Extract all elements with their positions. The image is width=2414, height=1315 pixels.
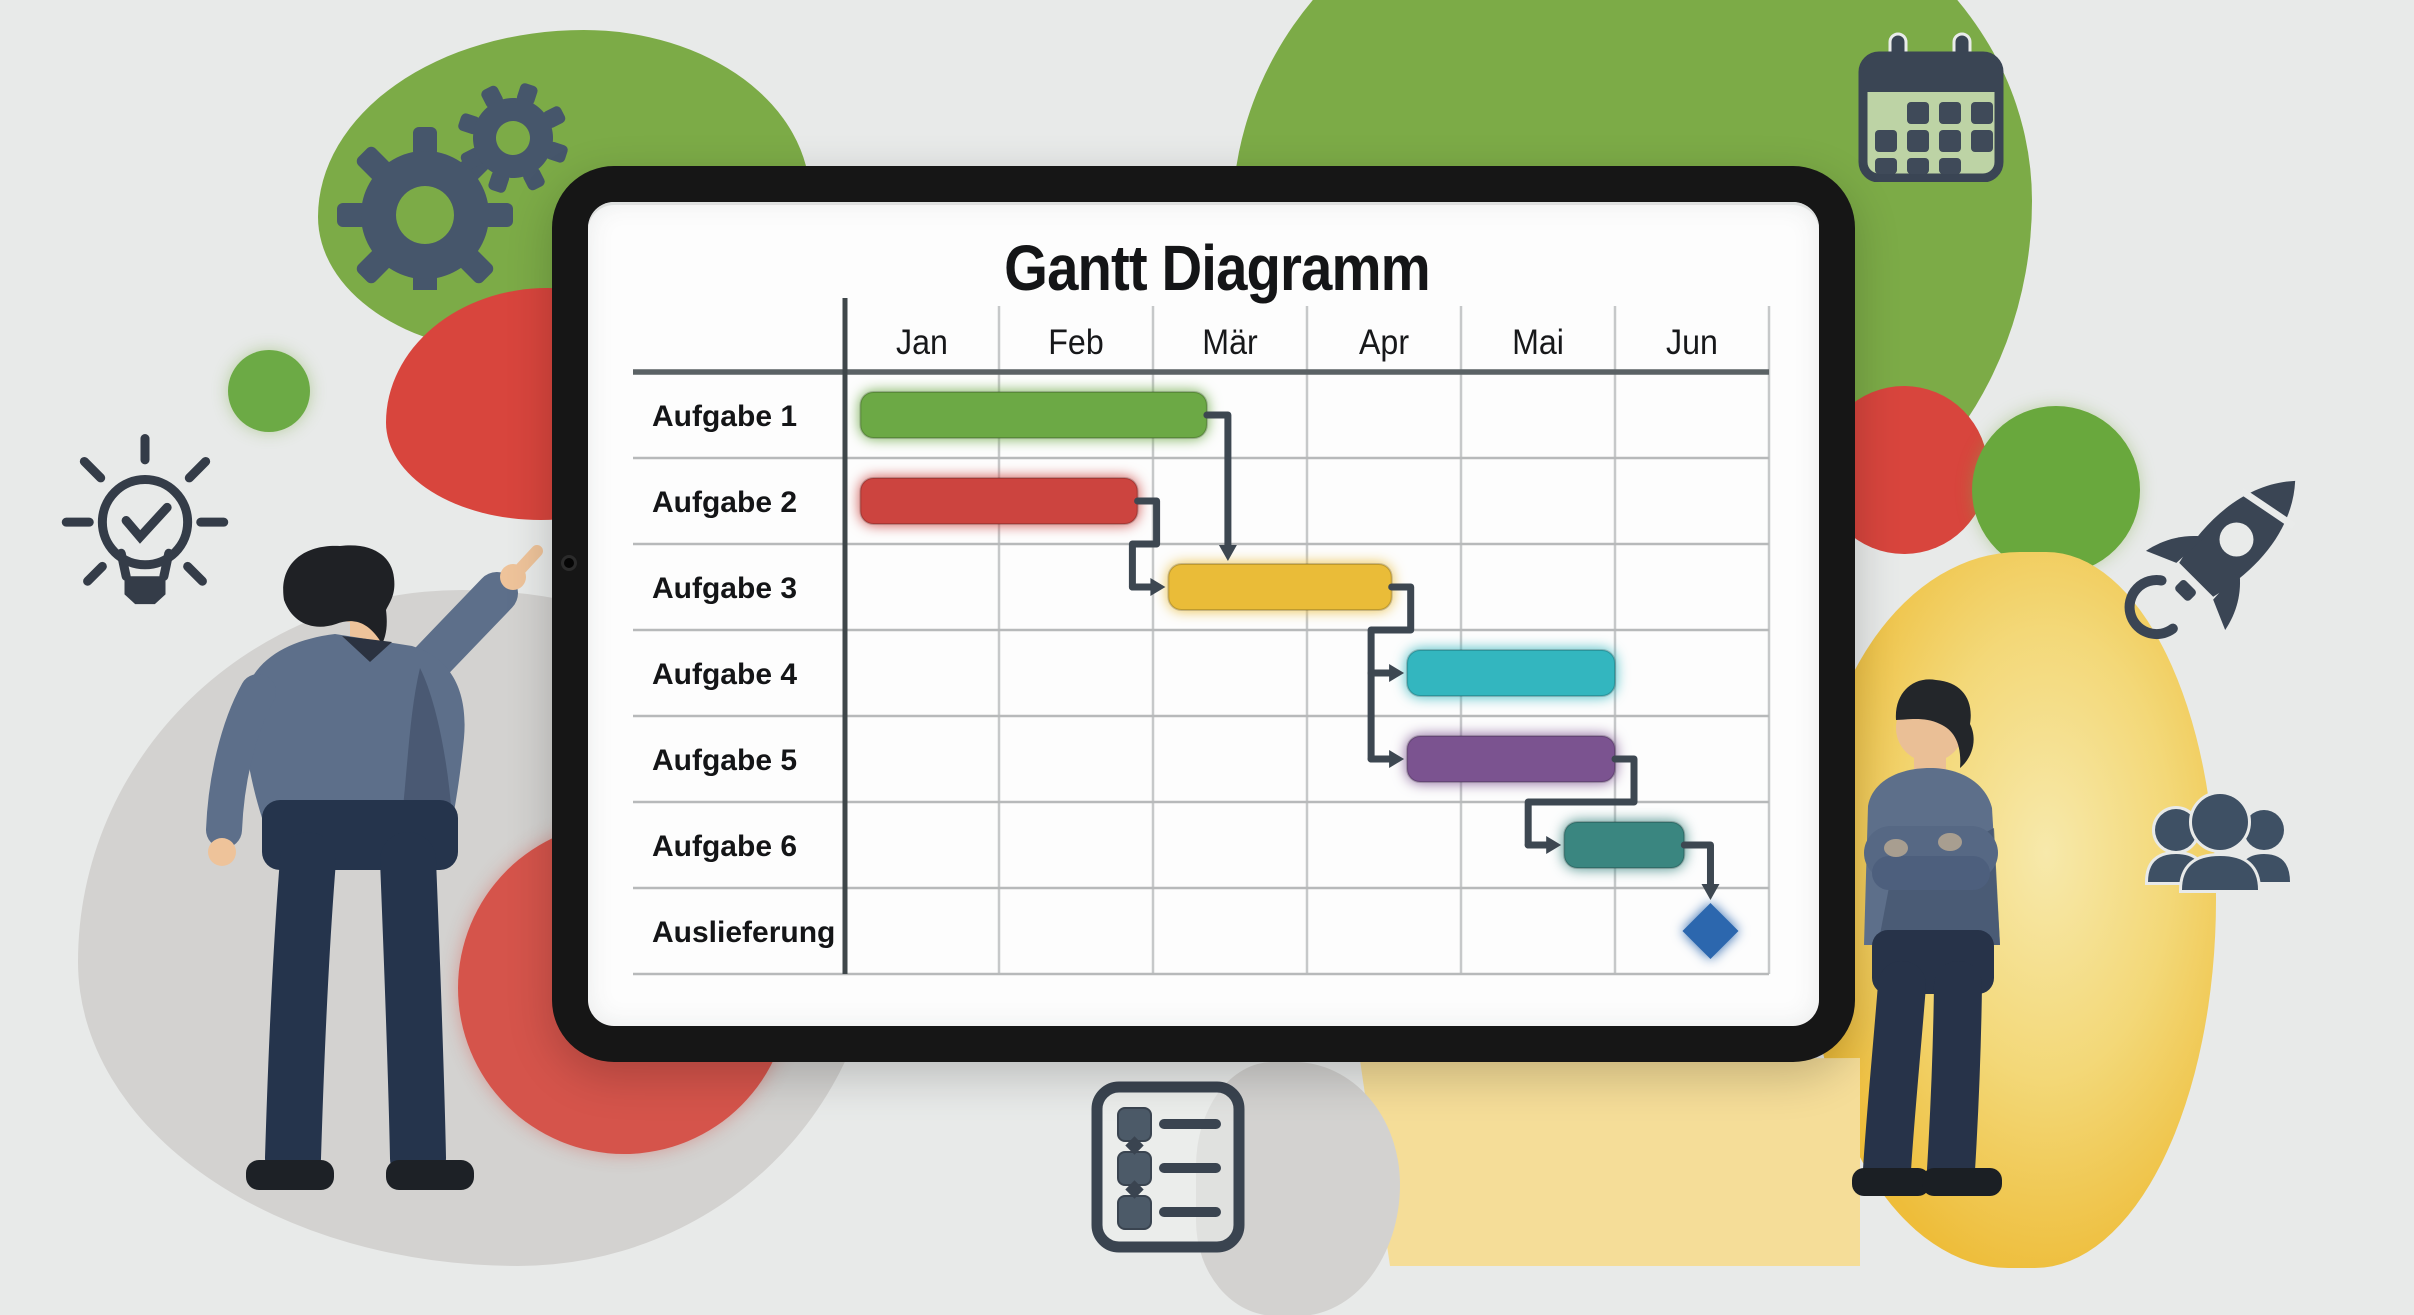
gears-icon <box>337 83 568 290</box>
month-label: Feb <box>1048 324 1103 363</box>
dependency-arrowhead <box>1150 578 1166 596</box>
tablet-camera-dot <box>564 558 574 568</box>
month-label: Jun <box>1666 324 1718 363</box>
month-label: Jan <box>896 324 948 363</box>
yellow-wedge-under-tablet <box>1360 1058 1860 1266</box>
milestone-diamond <box>1682 903 1739 959</box>
dependency-arrowhead <box>1218 545 1237 561</box>
gantt-bar <box>859 391 1208 439</box>
task-label: Auslieferung <box>652 916 835 949</box>
gantt-bar <box>859 477 1139 525</box>
green-circle-right <box>1972 406 2140 574</box>
gantt-title: Gantt Diagramm <box>1004 232 1430 304</box>
tablet-screen: Gantt Diagramm Jan Feb Mär Apr Mai Jun Aufgabe … <box>588 202 1819 1026</box>
gantt-bar <box>1167 563 1393 611</box>
dependency-arrowhead <box>1389 664 1405 682</box>
dependency-connector <box>1524 755 1638 849</box>
month-label: Mai <box>1512 324 1564 363</box>
lightbulb-check-icon <box>61 434 229 605</box>
dependency-connector <box>1203 411 1232 551</box>
green-circle-small-left <box>228 350 310 432</box>
man-pointing-left <box>206 545 543 1190</box>
gantt-bar <box>1563 821 1686 869</box>
task-label: Aufgabe 2 <box>652 486 797 519</box>
man-arms-crossed-right <box>1852 679 2002 1196</box>
gantt-bar <box>1406 735 1616 783</box>
dependency-arrowhead <box>1546 836 1562 854</box>
task-label: Aufgabe 4 <box>652 658 797 691</box>
rocket-icon <box>2124 480 2296 640</box>
task-label: Aufgabe 1 <box>652 400 797 433</box>
tablet: Gantt Diagramm Jan Feb Mär Apr Mai Jun Aufgabe … <box>552 166 1855 1062</box>
task-label: Aufgabe 3 <box>652 572 797 605</box>
calendar-icon <box>1858 32 2004 182</box>
team-icon <box>2144 791 2294 893</box>
gantt-chart: Gantt Diagramm Jan Feb Mär Apr Mai Jun Aufgabe … <box>633 232 1771 976</box>
task-list-icon <box>1091 1081 1245 1253</box>
month-label: Apr <box>1359 324 1409 363</box>
gantt-bar <box>1406 649 1616 697</box>
dependency-connector <box>1128 497 1161 591</box>
dependency-arrowhead <box>1389 750 1405 768</box>
month-label: Mär <box>1202 324 1257 363</box>
task-label: Aufgabe 6 <box>652 830 797 863</box>
task-label: Aufgabe 5 <box>652 744 797 777</box>
dependency-arrowhead <box>1701 884 1720 900</box>
dependency-connector <box>1680 841 1714 890</box>
